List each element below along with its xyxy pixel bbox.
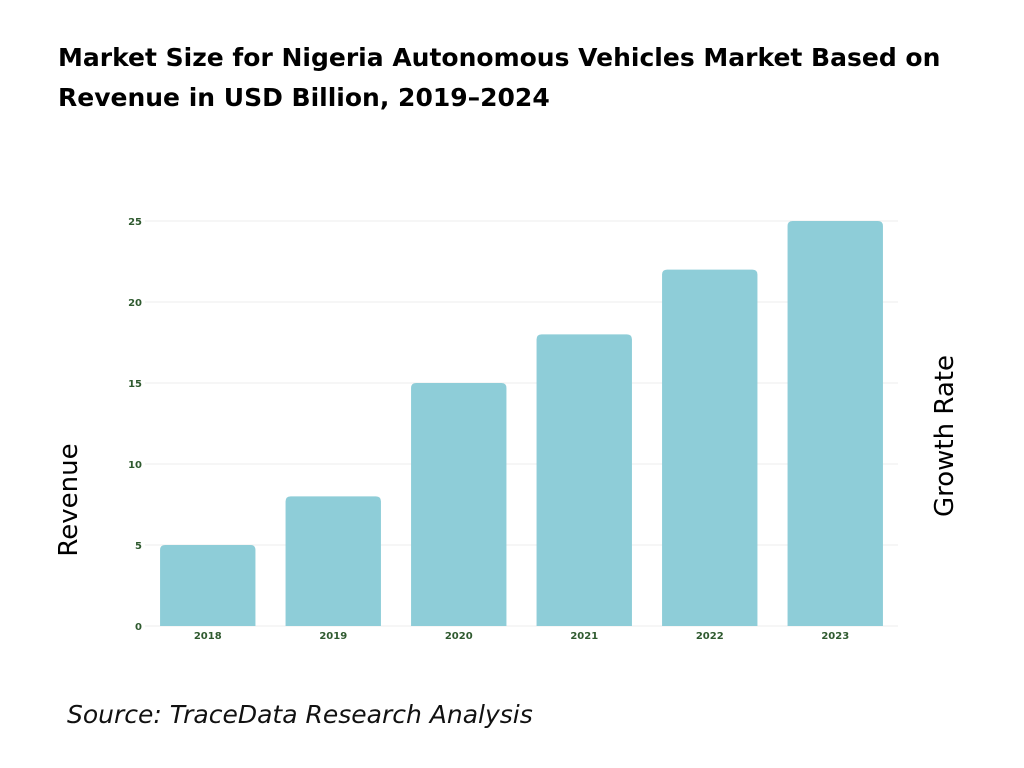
y-axis-ticks: 0 5 10 15 20 25	[128, 217, 142, 633]
y-tick-label: 15	[128, 379, 142, 390]
x-tick-label: 2020	[445, 631, 473, 642]
x-tick-label: 2022	[696, 631, 724, 642]
y-tick-label: 0	[135, 622, 142, 633]
bar-2018	[160, 545, 256, 626]
x-tick-label: 2019	[319, 631, 347, 642]
x-tick-label: 2018	[194, 631, 222, 642]
y-tick-label: 20	[128, 298, 142, 309]
gridlines	[145, 220, 898, 627]
y-tick-label: 10	[128, 460, 142, 471]
chart-title: Market Size for Nigeria Autonomous Vehic…	[58, 43, 941, 112]
x-axis-ticks: 2018 2019 2020 2021 2022 2023	[194, 631, 849, 642]
bar-2020	[411, 383, 507, 626]
bar-2022	[662, 269, 758, 626]
bars	[160, 221, 883, 626]
y-tick-label: 25	[128, 217, 142, 228]
secondary-y-axis-label: Growth Rate	[930, 355, 960, 517]
x-tick-label: 2021	[570, 631, 598, 642]
y-axis-label: Revenue	[54, 443, 84, 556]
bar-2019	[285, 496, 381, 626]
y-tick-label: 5	[135, 541, 142, 552]
bar-2023	[787, 221, 883, 626]
source-note: Source: TraceData Research Analysis	[67, 700, 533, 729]
x-tick-label: 2023	[821, 631, 849, 642]
bar-2021	[536, 334, 632, 626]
